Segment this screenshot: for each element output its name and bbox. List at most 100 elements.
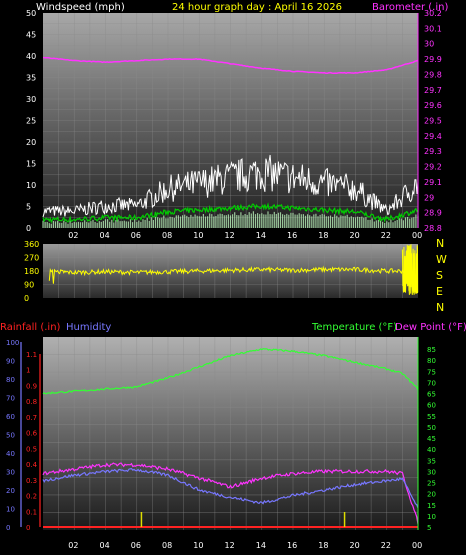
x-tick-label: 16 [287,231,297,240]
wind-axis-ticks: 0 5 10 15 20 25 30 35 40 45 50 [26,9,36,233]
rainfall-tick-label: 0.9 [26,382,37,390]
x-tick-label: 10 [193,541,203,550]
x-tick-label: 12 [225,541,235,550]
wind-tick-label: 30 [26,95,36,104]
rainfall-tick-label: 0.6 [26,430,38,438]
temperature-tick-label: 15 [427,502,436,510]
direction-panel-grid [43,244,418,298]
temperature-axis-ticks: 5 10 15 20 25 30 35 40 45 50 55 60 65 70 75 80 85 [427,346,436,532]
humidity-tick-label: 60 [6,413,15,421]
compass-label: E [436,285,443,298]
wind-tick-label: 20 [26,138,36,147]
direction-tick-label: 90 [24,281,34,290]
x-tick-label: 06 [131,231,141,240]
x-tick-label: 06 [131,541,141,550]
rainfall-tick-label: 0.5 [26,445,37,453]
barometer-tick-label: 29.2 [424,163,442,172]
x-tick-label: 02 [68,231,78,240]
barometer-tick-label: 28.9 [424,209,442,218]
barometer-axis-ticks: 28.8 28.9 29 29.1 29.2 29.3 29.4 29.5 29.6 29.7 29… [424,9,442,233]
temperature-tick-label: 75 [427,368,436,376]
humidity-tick-label: 30 [6,469,15,477]
direction-series [48,244,419,295]
graph-title: 24 hour graph day : April 16 2026 [172,2,342,13]
rainfall-tick-label: 0.2 [26,493,37,501]
rainfall-tick-label: 0.1 [26,508,37,516]
rainfall-tick-label: 0.7 [26,414,37,422]
x-tick-label: 00 [412,231,422,240]
x-tick-label: 14 [256,231,266,240]
rainfall-axis-title: Rainfall (.in) [0,322,61,333]
x-tick-label: 04 [100,231,110,240]
temperature-panel-grid [43,337,418,530]
barometer-tick-label: 29.1 [424,178,442,187]
compass-label: S [436,269,443,282]
x-tick-label: 08 [162,231,172,240]
temperature-tick-label: 10 [427,513,436,521]
barometer-tick-label: 29.3 [424,147,442,156]
temperature-tick-label: 40 [427,446,436,454]
temperature-line [42,348,419,395]
wind-tick-label: 10 [26,181,36,190]
temperature-series [42,348,419,528]
temperature-tick-label: 30 [427,468,436,476]
x-tick-label: 22 [381,231,391,240]
temperature-tick-label: 25 [427,480,436,488]
temperature-tick-label: 60 [427,402,436,410]
compass-label: W [436,253,447,266]
barometer-tick-label: 28.8 [424,224,442,233]
x-tick-label: 12 [225,231,235,240]
temperature-tick-label: 70 [427,379,436,387]
barometer-tick-label: 29 [424,193,434,202]
x-tick-label: 18 [318,541,328,550]
wind-tick-label: 25 [26,117,36,126]
humidity-tick-label: 100 [6,339,19,347]
rainfall-tick-label: 1 [26,367,30,375]
x-tick-label: 02 [68,541,78,550]
temperature-tick-label: 55 [427,413,436,421]
humidity-tick-label: 0 [6,524,10,532]
rainfall-tick-label: 0 [26,524,30,532]
humidity-line [42,467,419,509]
temperature-tick-label: 80 [427,357,436,365]
wind-direction-line [48,265,410,284]
temperature-tick-label: 85 [427,346,436,354]
x-tick-label: 18 [318,231,328,240]
x-tick-label: 20 [350,541,360,550]
rainfall-axis-ticks: 0 0.1 0.2 0.3 0.4 0.5 0.6 0.7 0.8 0.9 1 1.1 [26,351,41,532]
rainfall-tick-label: 0.8 [26,398,37,406]
x-tick-label: 00 [412,541,422,550]
wind-panel-grid [43,13,418,228]
humidity-tick-label: 50 [6,432,15,440]
barometer-tick-label: 30.1 [424,24,442,33]
wind-tick-label: 15 [26,160,36,169]
wind-tick-label: 40 [26,52,36,61]
temperature-x-ticks: 02 04 06 08 10 12 14 16 18 20 22 00 [68,541,422,550]
wind-gust-line [42,154,419,218]
wind-tick-label: 0 [26,224,31,233]
temperature-tick-label: 35 [427,457,436,465]
dewpoint-axis-title: Dew Point (°F) [395,322,466,333]
wind-axis-title: Windspeed (mph) [36,2,125,13]
temperature-tick-label: 65 [427,391,436,399]
x-tick-label: 10 [193,231,203,240]
direction-tick-label: 270 [24,254,39,263]
direction-tick-label: 0 [24,294,29,303]
dewpoint-line [42,462,419,525]
wind-tick-label: 5 [26,203,31,212]
temperature-tick-label: 50 [427,424,436,432]
wind-direction-variable [401,244,419,295]
wind-tick-label: 35 [26,74,36,83]
x-tick-label: 16 [287,541,297,550]
barometer-tick-label: 29.4 [424,132,442,141]
barometer-tick-label: 29.6 [424,101,442,110]
wind-tick-label: 45 [26,31,36,40]
rainfall-tick-label: 1.1 [26,351,37,359]
x-tick-label: 14 [256,541,266,550]
direction-axis-ticks: 0 90 180 270 360 [24,240,39,303]
barometer-tick-label: 29.7 [424,86,442,95]
humidity-tick-label: 40 [6,450,15,458]
wind-x-ticks: 02 04 06 08 10 12 14 16 18 20 22 00 [68,231,422,240]
humidity-tick-label: 90 [6,358,15,366]
